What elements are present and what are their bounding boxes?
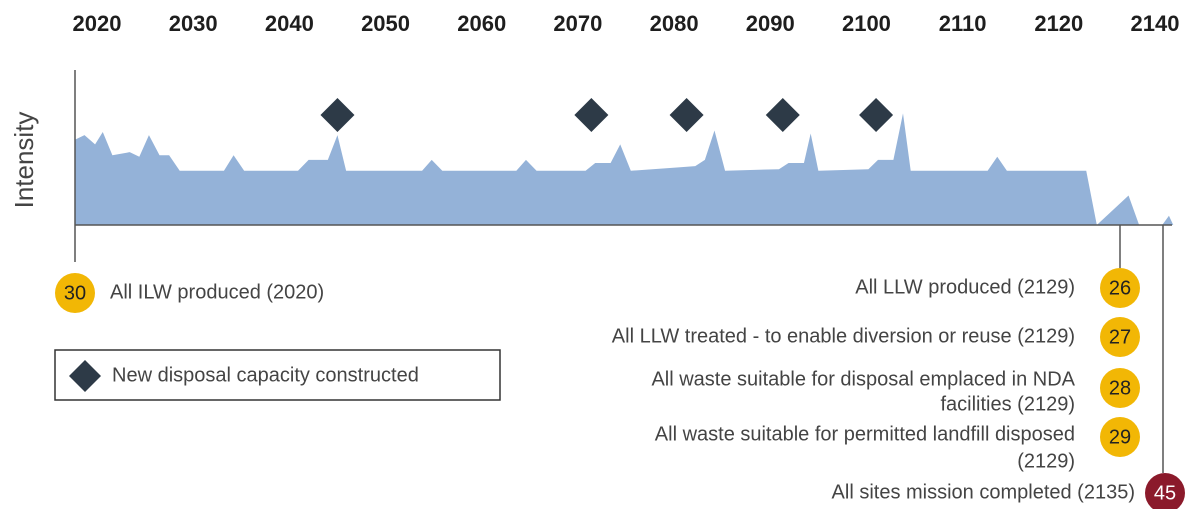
annotation-text: facilities (2129)	[940, 393, 1075, 415]
milestone-diamond	[669, 98, 704, 132]
legend-box	[54, 349, 501, 401]
annotation-text: All waste suitable for permitted landfil…	[655, 423, 1075, 445]
badge-number: 29	[1109, 426, 1131, 448]
x-tick-label: 2020	[73, 11, 122, 36]
x-tick-label: 2070	[553, 11, 602, 36]
x-tick-label: 2090	[746, 11, 795, 36]
area	[74, 113, 1174, 225]
x-tick-label: 2040	[265, 11, 314, 36]
badge	[1100, 368, 1140, 408]
legend-label: New disposal capacity constructed	[112, 364, 419, 386]
badge-number: 27	[1109, 326, 1131, 348]
badge-number: 30	[64, 282, 86, 304]
milestone-diamond	[574, 98, 609, 132]
badge	[1145, 473, 1185, 509]
x-tick-label: 2050	[361, 11, 410, 36]
x-tick-label: 2100	[842, 11, 891, 36]
milestone-diamond	[859, 98, 894, 132]
y-axis-label: Intensity	[9, 112, 39, 209]
x-tick-label: 2080	[650, 11, 699, 36]
x-tick-label: 2120	[1034, 11, 1083, 36]
legend-marker	[69, 360, 101, 392]
badge	[1100, 268, 1140, 308]
annotation-text: (2129)	[1017, 450, 1075, 472]
annotation-text: All sites mission completed (2135)	[832, 481, 1135, 503]
x-tick-label: 2140	[1131, 11, 1180, 36]
annotation-text: All LLW treated - to enable diversion or…	[612, 325, 1075, 347]
x-tick-label: 2030	[169, 11, 218, 36]
badge-number: 26	[1109, 277, 1131, 299]
annotation-text: All ILW produced (2020)	[110, 281, 324, 303]
badge	[1100, 317, 1140, 357]
x-tick-label: 2110	[939, 11, 987, 36]
milestone-diamond	[320, 98, 355, 132]
annotation-text: All LLW produced (2129)	[855, 276, 1075, 298]
annotation-text: All waste suitable for disposal emplaced…	[651, 368, 1075, 390]
badge-number: 45	[1154, 482, 1176, 504]
badge-number: 28	[1109, 377, 1131, 399]
milestone-diamond	[765, 98, 800, 132]
x-tick-label: 2060	[457, 11, 506, 36]
badge	[55, 273, 95, 313]
badge	[1100, 417, 1140, 457]
